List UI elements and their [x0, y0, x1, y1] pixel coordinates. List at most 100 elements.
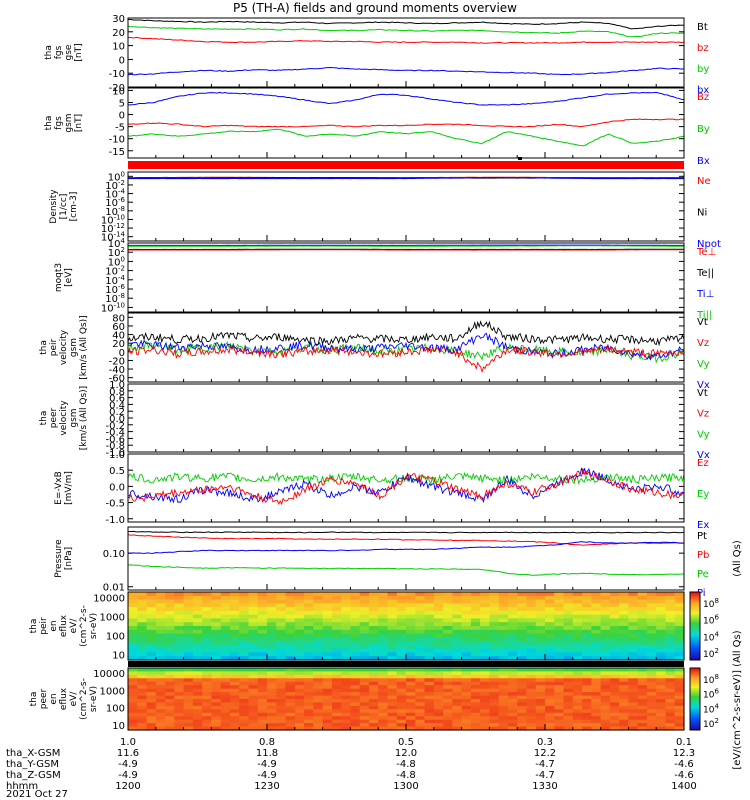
- heatmap-cell-peer: [257, 726, 268, 731]
- heatmap-cell-peer: [600, 688, 611, 693]
- heatmap-cell-peer: [628, 688, 639, 693]
- heatmap-cell-peer: [229, 692, 240, 697]
- heatmap-cell-peer: [211, 702, 222, 707]
- x-tick-label: 0.5: [398, 737, 414, 748]
- heatmap-cell-peer: [396, 681, 407, 686]
- heatmap-cell-peer: [211, 688, 222, 693]
- heatmap-cell-peir: [368, 622, 379, 627]
- heatmap-cell-peir: [387, 633, 398, 638]
- heatmap-cell-peir: [248, 641, 259, 646]
- heatmap-cell-peir: [498, 610, 509, 616]
- heatmap-cell-peer: [406, 688, 416, 693]
- heatmap-cell-peer: [665, 712, 676, 717]
- heatmap-cell-peer: [211, 699, 222, 703]
- y-tick-label: -0.8: [105, 441, 125, 452]
- heatmap-cell-peir: [387, 652, 398, 657]
- heatmap-cell-peir: [507, 626, 518, 631]
- heatmap-cell-peir: [359, 637, 370, 642]
- heatmap-cell-peer: [507, 705, 518, 710]
- heatmap-cell-peer: [174, 678, 185, 683]
- heatmap-cell-peer: [396, 702, 407, 707]
- heatmap-cell-peir: [257, 652, 268, 657]
- heatmap-cell-peir: [387, 644, 398, 650]
- heatmap-cell-peer: [331, 712, 342, 717]
- heatmap-cell-peir: [545, 599, 555, 604]
- heatmap-cell-peer: [433, 699, 444, 703]
- heatmap-cell-peer: [489, 695, 500, 700]
- heatmap-cell-peir: [165, 595, 175, 601]
- heatmap-cell-peir: [498, 626, 509, 631]
- heatmap-cell-peir: [572, 648, 583, 654]
- heatmap-cell-peer: [313, 692, 324, 697]
- y-tick-label: 0.4: [109, 400, 125, 411]
- heatmap-cell-peer: [498, 692, 509, 697]
- heatmap-cell-peir: [674, 592, 685, 597]
- y-tick-label: 10-8: [105, 205, 125, 218]
- heatmap-cell-peer: [507, 726, 518, 731]
- x-tick-label: 0.3: [537, 737, 553, 748]
- heatmap-cell-peer: [554, 719, 565, 724]
- heatmap-cell-peir: [322, 656, 333, 661]
- heatmap-cell-peir: [267, 656, 277, 661]
- heatmap-cell-peir: [155, 633, 166, 638]
- heatmap-cell-peer: [285, 678, 296, 683]
- heatmap-cell-peir: [424, 629, 435, 635]
- heatmap-cell-peir: [507, 656, 518, 661]
- heatmap-cell-peir: [276, 595, 287, 601]
- heatmap-cell-peir: [628, 648, 639, 654]
- y-axis-label: peir: [39, 617, 49, 635]
- heatmap-cell-peer: [359, 702, 370, 707]
- heatmap-cell-peer: [322, 692, 333, 697]
- colorbar-cell: [690, 617, 700, 620]
- heatmap-cell-peir: [174, 652, 185, 657]
- heatmap-cell-peir: [452, 618, 463, 623]
- heatmap-cell-peir: [637, 592, 648, 597]
- heatmap-cell-peir: [582, 607, 592, 612]
- heatmap-cell-peir: [480, 595, 490, 601]
- heatmap-cell-peir: [619, 644, 629, 650]
- heatmap-cell-peer: [387, 726, 398, 731]
- y-tick-label: 100: [108, 170, 125, 183]
- heatmap-cell-peir: [415, 644, 426, 650]
- heatmap-cell-peer: [202, 692, 212, 697]
- heatmap-cell-peir: [582, 599, 592, 604]
- heatmap-cell-peir: [267, 610, 277, 616]
- heatmap-cell-peer: [674, 726, 685, 731]
- heatmap-cell-peer: [239, 695, 250, 700]
- heatmap-cell-peer: [415, 709, 426, 714]
- heatmap-cell-peir: [128, 626, 138, 631]
- heatmap-cell-peir: [591, 599, 602, 604]
- heatmap-cell-peer: [387, 719, 398, 724]
- heatmap-cell-peir: [424, 644, 435, 650]
- heatmap-cell-peir: [582, 641, 592, 646]
- legend-entry: Pe: [697, 569, 709, 580]
- heatmap-cell-peer: [498, 699, 509, 703]
- legend-entry: Bz: [697, 92, 709, 103]
- orbit-value: -4.6: [674, 770, 694, 781]
- heatmap-cell-peir: [433, 641, 444, 646]
- heatmap-cell-peer: [563, 671, 574, 676]
- heatmap-cell-peer: [248, 678, 259, 683]
- heatmap-cell-peir: [257, 595, 268, 601]
- heatmap-cell-peir: [545, 622, 555, 627]
- heatmap-cell-peir: [646, 633, 657, 638]
- heatmap-cell-peer: [498, 671, 509, 676]
- heatmap-cell-peir: [526, 641, 537, 646]
- heatmap-cell-peir: [146, 614, 157, 620]
- heatmap-cell-peer: [322, 726, 333, 731]
- heatmap-cell-peer: [211, 716, 222, 721]
- orbit-value: -4.8: [396, 759, 416, 770]
- heatmap-cell-peer: [368, 726, 379, 731]
- heatmap-cell-peir: [322, 607, 333, 612]
- heatmap-cell-peer: [582, 705, 592, 710]
- legend-entry: Vt: [697, 388, 708, 399]
- heatmap-cell-peer: [609, 668, 620, 672]
- heatmap-cell-peir: [267, 603, 277, 608]
- heatmap-cell-peer: [461, 692, 472, 697]
- heatmap-cell-peer: [192, 709, 203, 714]
- heatmap-cell-peer: [563, 726, 574, 731]
- heatmap-cell-peir: [507, 610, 518, 616]
- orbit-value: -4.7: [535, 770, 555, 781]
- heatmap-cell-peer: [285, 668, 296, 672]
- heatmap-cell-peer: [563, 674, 574, 679]
